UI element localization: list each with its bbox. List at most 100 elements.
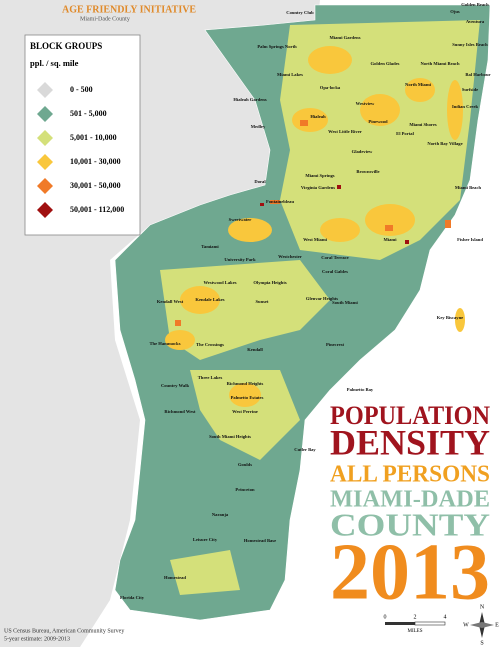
legend-label: 0 - 500 xyxy=(70,85,93,94)
place-label: North Bay Village xyxy=(427,141,462,146)
place-label: Golden Glades xyxy=(371,61,400,66)
source: US Census Bureau, American Community Sur… xyxy=(4,628,124,634)
legend-swatch xyxy=(37,202,53,218)
place-label: Sunset xyxy=(255,299,268,304)
compass-label: N xyxy=(480,604,485,610)
place-label: Miami Beach xyxy=(455,185,482,190)
place-label: Miami Springs xyxy=(305,173,334,178)
place-label: Cutler Bay xyxy=(294,447,316,452)
place-label: Fisher Island xyxy=(457,237,483,242)
place-label: The Crossings xyxy=(196,342,224,347)
place-label: Country Club xyxy=(286,10,314,15)
place-label: Olympia Heights xyxy=(253,280,287,285)
compass-label: S xyxy=(480,640,483,646)
dense-orange xyxy=(175,120,451,326)
place-label: Kendale Lakes xyxy=(195,297,224,302)
place-label: University Park xyxy=(224,257,256,262)
scale-bar xyxy=(414,621,446,626)
legend-label: 10,001 - 30,000 xyxy=(70,157,121,166)
place-label: Coral Gables xyxy=(322,269,348,274)
place-label: North Miami Beach xyxy=(420,61,459,66)
place-label: Gladeview xyxy=(352,149,373,154)
legend-label: 50,001 - 112,000 xyxy=(70,205,124,214)
compass-label: W xyxy=(463,622,469,628)
urban-orange xyxy=(165,46,465,407)
scale-tick: 4 xyxy=(444,614,447,620)
legend-swatch xyxy=(37,82,53,98)
legend-label: 30,001 - 50,000 xyxy=(70,181,121,190)
place-label: Miami Gardens xyxy=(329,35,360,40)
place-label: Hialeah Gardens xyxy=(233,97,267,102)
place-label: Palmetto Bay xyxy=(347,387,374,392)
place-label: Brownsville xyxy=(356,169,379,174)
legend-swatch xyxy=(37,154,53,170)
place-label: Bal Harbour xyxy=(465,72,490,77)
title-line: ALL PERSONS xyxy=(330,462,490,488)
place-label: Fontainebleau xyxy=(266,199,295,204)
place-label: South Miami Heights xyxy=(209,434,251,439)
title-line: COUNTY xyxy=(330,506,490,542)
place-label: Key Biscayne xyxy=(437,315,463,320)
place-label: Doral xyxy=(254,179,266,184)
place-label: South Miami xyxy=(332,300,358,305)
place-label: El Portal xyxy=(396,131,414,136)
legend-label: 5,001 - 10,000 xyxy=(70,133,117,142)
compass-label: E xyxy=(495,622,499,628)
scale-bar xyxy=(385,622,415,625)
legend-title: BLOCK GROUPS xyxy=(30,41,102,51)
place-label: Kendall xyxy=(247,347,263,352)
place-label: West Perrine xyxy=(232,409,258,414)
place-label: Golden Beach xyxy=(461,2,489,7)
place-label: The Hammocks xyxy=(149,341,180,346)
place-label: Leisure City xyxy=(193,537,218,542)
place-label: Sunny Isles Beach xyxy=(452,42,488,47)
place-label: Indian Creek xyxy=(452,104,479,109)
place-label: Kendall West xyxy=(157,299,184,304)
place-label: Country Walk xyxy=(161,383,190,388)
legend-swatch xyxy=(37,130,53,146)
urban-yellow xyxy=(160,260,330,360)
place-label: Pinewood xyxy=(368,119,388,124)
title-line: 2013 xyxy=(330,528,490,616)
scale-tick: 2 xyxy=(414,614,417,620)
place-label: Three Lakes xyxy=(198,375,223,380)
scale-unit: MILES xyxy=(408,629,423,634)
compass xyxy=(470,622,494,628)
urban-yellow xyxy=(280,20,480,260)
place-label: Westchester xyxy=(278,254,302,259)
place-label: Opa-locka xyxy=(320,85,341,90)
title-line: POPULATION xyxy=(330,401,490,430)
place-label: Westview xyxy=(356,101,375,106)
legend-unit: ppl. / sq. mile xyxy=(30,58,79,68)
legend-swatch xyxy=(37,178,53,194)
urban-yellow xyxy=(190,370,300,460)
place-label: Aventura xyxy=(466,19,485,24)
place-label: Miami Lakes xyxy=(277,72,303,77)
place-label: Palm Springs North xyxy=(257,44,297,49)
legend-swatch xyxy=(37,106,53,122)
place-label: Goulds xyxy=(238,462,252,467)
title-line: MIAMI-DADE xyxy=(330,487,490,513)
place-label: West Miami xyxy=(303,237,328,242)
place-label: North Miami xyxy=(405,82,432,87)
place-label: West Little River xyxy=(328,129,362,134)
place-label: Miami xyxy=(383,237,397,242)
place-label: Princeton xyxy=(235,487,255,492)
header-title: AGE FRIENDLY INITIATIVE xyxy=(62,4,196,15)
place-label: Glenvar Heights xyxy=(306,296,338,301)
place-label: Medley xyxy=(251,124,266,129)
place-label: Palmetto Estates xyxy=(231,395,264,400)
place-label: Homestead xyxy=(164,575,186,580)
place-label: Hialeah xyxy=(310,114,326,119)
densest-red xyxy=(260,185,409,244)
place-label: Pinecrest xyxy=(326,342,344,347)
legend-label: 501 - 5,000 xyxy=(70,109,107,118)
place-label: Virginia Gardens xyxy=(301,185,335,190)
header-subtitle: Miami-Dade County xyxy=(80,16,130,22)
place-label: Naranja xyxy=(212,512,229,517)
place-label: Westwood Lakes xyxy=(203,280,236,285)
place-label: Richmond West xyxy=(164,409,196,414)
place-label: Sweetwater xyxy=(229,217,252,222)
place-label: Miami Shores xyxy=(409,122,437,127)
